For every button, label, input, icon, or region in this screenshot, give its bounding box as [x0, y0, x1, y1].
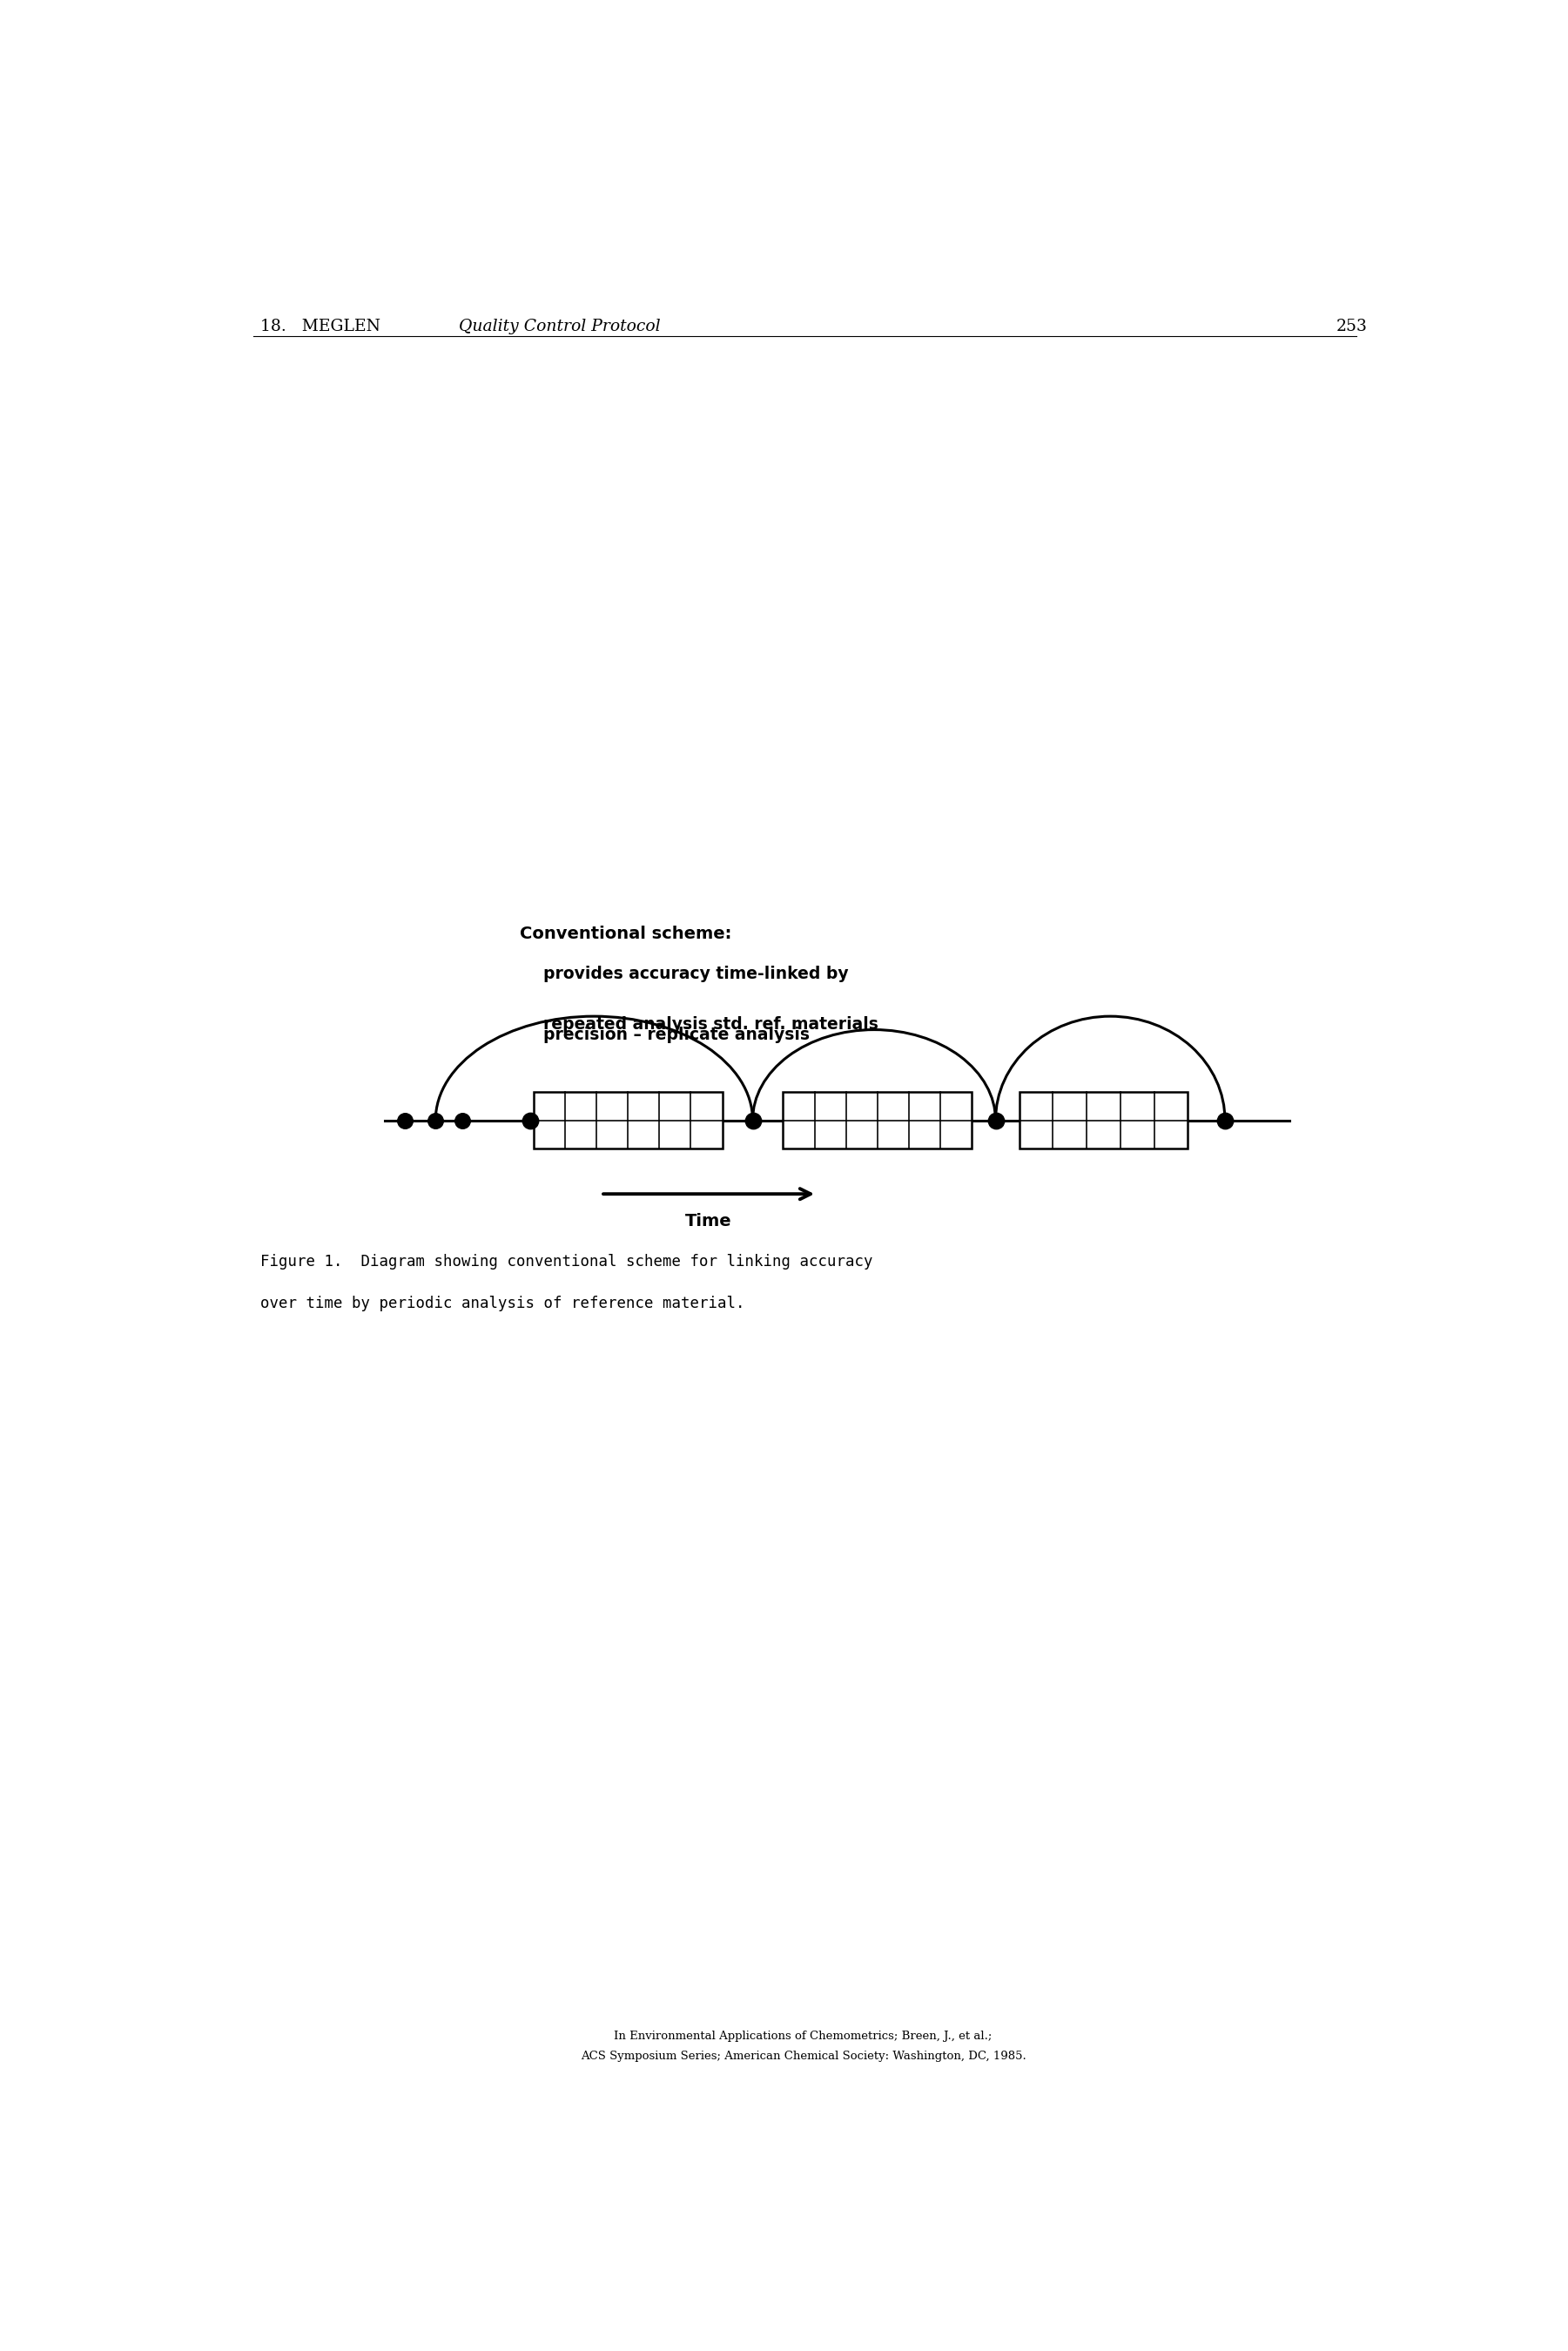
Text: ACS Symposium Series; American Chemical Society: Washington, DC, 1985.: ACS Symposium Series; American Chemical … — [580, 2050, 1025, 2062]
Text: In Environmental Applications of Chemometrics; Breen, J., et al.;: In Environmental Applications of Chemome… — [615, 2031, 993, 2043]
Bar — [1019, 1093, 1189, 1147]
Point — [983, 1100, 1008, 1138]
Point — [450, 1100, 475, 1138]
Text: over time by periodic analysis of reference material.: over time by periodic analysis of refere… — [260, 1295, 745, 1312]
Text: provides accuracy time-linked by: provides accuracy time-linked by — [544, 966, 848, 983]
Text: repeated analysis std. ref. materials: repeated analysis std. ref. materials — [544, 1016, 878, 1032]
Point — [1212, 1100, 1237, 1138]
Point — [392, 1100, 417, 1138]
Text: Figure 1.  Diagram showing conventional scheme for linking accuracy: Figure 1. Diagram showing conventional s… — [260, 1255, 872, 1270]
Text: Quality Control Protocol: Quality Control Protocol — [459, 320, 660, 334]
Point — [740, 1100, 765, 1138]
Point — [423, 1100, 448, 1138]
Text: 18.   MEGLEN: 18. MEGLEN — [260, 320, 381, 334]
Point — [517, 1100, 543, 1138]
Text: Conventional scheme:: Conventional scheme: — [521, 926, 732, 943]
Text: precision – replicate analysis: precision – replicate analysis — [544, 1027, 811, 1044]
Bar — [782, 1093, 972, 1147]
Text: Time: Time — [685, 1213, 732, 1230]
Text: 253: 253 — [1336, 320, 1367, 334]
Bar — [533, 1093, 723, 1147]
